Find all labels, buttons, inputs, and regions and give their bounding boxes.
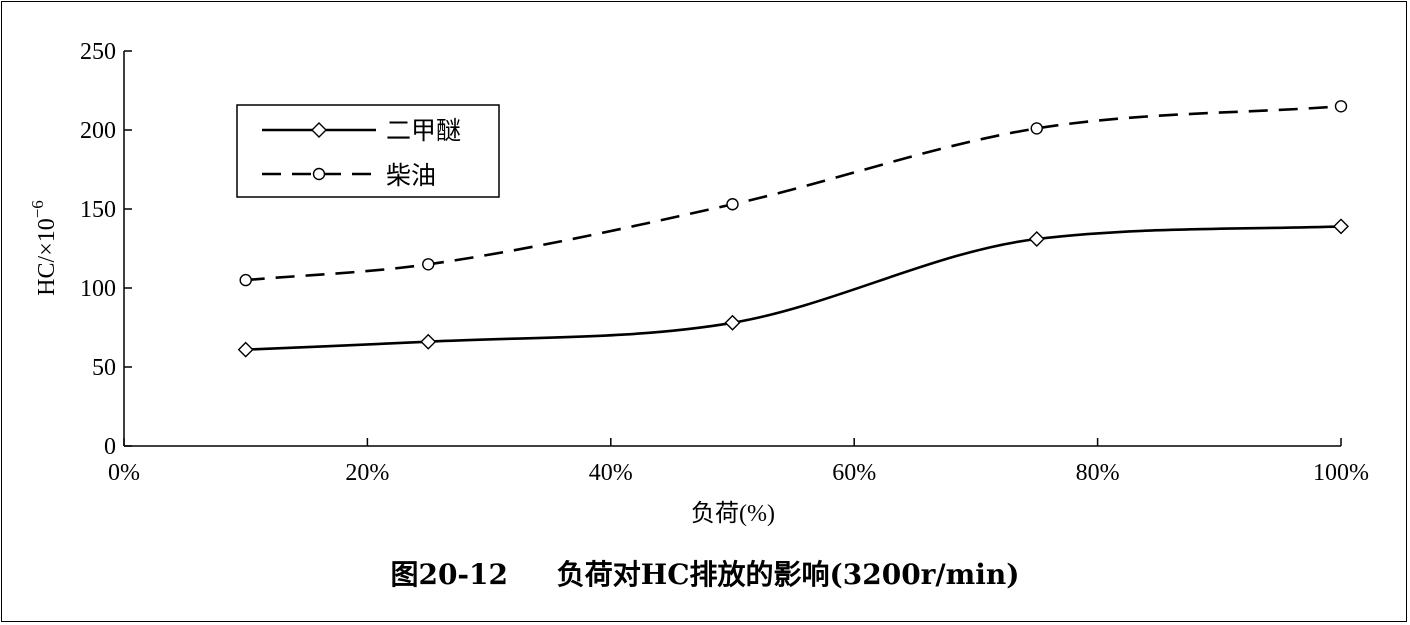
- plot-axes: [123, 51, 1341, 447]
- legend-box: [236, 104, 500, 198]
- x-tick-label: 0%: [108, 460, 140, 486]
- y-tick-label: 50: [92, 355, 116, 381]
- y-tick-label: 100: [80, 276, 116, 302]
- legend-marker-diesel: [312, 167, 326, 181]
- data-point-circle: [726, 198, 739, 211]
- x-tick-label: 100%: [1313, 460, 1369, 486]
- x-axis-label: 负荷(%): [691, 500, 775, 527]
- data-point-diamond: [237, 341, 254, 358]
- y-axis-label-exponent: −6: [28, 200, 47, 218]
- series-line-1: [245, 105, 1342, 282]
- y-axis-label: HC/×10−6: [28, 200, 60, 296]
- x-tick-label: 60%: [832, 460, 876, 486]
- data-point-diamond: [1333, 218, 1349, 235]
- legend-label-dme: 二甲醚: [386, 117, 461, 145]
- y-tick-label: 150: [80, 197, 116, 223]
- data-point-circle: [1334, 100, 1348, 113]
- figure-caption: 图20-12 负荷对HC排放的影响(3200r/min): [390, 558, 1020, 591]
- y-tick-label: 250: [80, 39, 116, 65]
- x-tick-label: 80%: [1076, 460, 1120, 486]
- series-layer: [237, 100, 1349, 358]
- hc-emission-chart: 0 50 100 150 200 250 0% 20% 40% 60% 80% 100% HC/×10…: [28, 39, 1369, 527]
- legend: 二甲醚 柴油: [236, 104, 500, 198]
- legend-label-diesel: 柴油: [386, 162, 436, 190]
- y-tick-label: 0: [104, 434, 116, 460]
- data-point-circle: [239, 273, 252, 287]
- axis-ticks: 0 50 100 150 200 250 0% 20% 40% 60% 80% 100%: [80, 39, 1369, 486]
- x-tick-label: 40%: [589, 460, 633, 486]
- data-point-diamond: [420, 333, 437, 350]
- y-tick-label: 200: [80, 118, 116, 144]
- data-point-circle: [1030, 122, 1043, 135]
- data-point-diamond: [724, 314, 741, 331]
- legend-marker-dme: [311, 122, 327, 138]
- data-point-circle: [422, 258, 435, 271]
- data-point-diamond: [1028, 231, 1045, 248]
- x-tick-label: 20%: [345, 460, 389, 486]
- y-axis-label-base: HC/×10: [34, 218, 60, 296]
- series-line-0: [245, 225, 1342, 351]
